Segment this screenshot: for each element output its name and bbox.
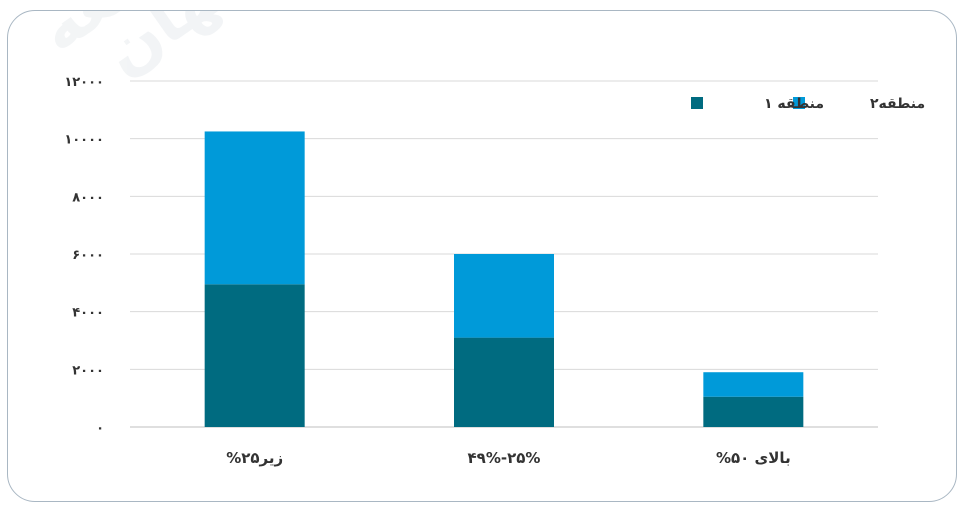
y-axis-tick-labels: ۰ ۲۰۰۰ ۴۰۰۰ ۶۰۰۰ ۸۰۰۰ ۱۰۰۰۰ ۱۲۰۰۰ xyxy=(64,75,104,436)
legend-swatch-series-1 xyxy=(691,97,703,109)
x-category-label: زیر۲۵% xyxy=(226,449,283,467)
x-category-label: بالای ۵۰% xyxy=(716,449,791,467)
bar-segment-series-1-category-1 xyxy=(204,284,305,427)
y-tick-label: ۱۲۰۰۰ xyxy=(64,75,104,90)
bars xyxy=(204,131,804,427)
y-tick-label: ۸۰۰۰ xyxy=(72,190,104,205)
y-tick-label: ۶۰۰۰ xyxy=(72,248,104,263)
y-tick-label: ۴۰۰۰ xyxy=(72,306,104,321)
y-tick-label: ۰ xyxy=(96,421,104,436)
legend-label-series-2: منطقه۲ xyxy=(870,96,925,112)
x-axis-category-labels: زیر۲۵% ۲۵%-۴۹% بالای ۵۰% xyxy=(226,449,791,467)
bar-segment-series-2-category-1 xyxy=(204,131,305,285)
y-tick-label: ۲۰۰۰ xyxy=(72,363,104,378)
bar-segment-series-2-category-2 xyxy=(454,254,554,338)
y-tick-label: ۱۰۰۰۰ xyxy=(64,133,104,148)
legend-swatch-series-2 xyxy=(793,97,805,109)
bar-segment-series-1-category-2 xyxy=(454,337,554,427)
x-category-label: ۲۵%-۴۹% xyxy=(468,449,541,467)
bar-segment-series-2-category-3 xyxy=(703,372,804,397)
legend: منطقه۲ منطقه ۱ xyxy=(691,96,925,112)
bar-segment-series-1-category-3 xyxy=(703,396,804,427)
legend-label-series-1: منطقه ۱ xyxy=(764,96,824,112)
